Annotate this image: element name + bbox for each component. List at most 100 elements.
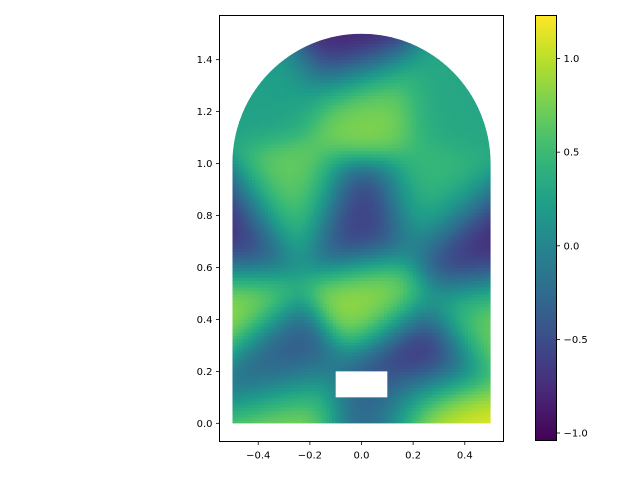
field-cell [245, 413, 250, 418]
field-cell [303, 222, 308, 226]
field-cell [271, 303, 275, 308]
field-cell [251, 127, 256, 132]
field-cell [290, 196, 295, 200]
field-cell [284, 75, 288, 80]
field-cell [322, 43, 327, 48]
field-cell [316, 124, 321, 129]
field-cell [264, 95, 269, 100]
field-cell [332, 238, 337, 243]
field-cell [232, 387, 237, 392]
field-cell [316, 277, 321, 282]
field-cell [235, 342, 240, 346]
field-cell [345, 95, 350, 100]
field-cell [261, 205, 266, 210]
field-cell [316, 325, 321, 330]
field-cell [264, 234, 269, 239]
field-cell [277, 416, 282, 421]
field-cell [238, 234, 243, 239]
field-cell [267, 218, 272, 223]
field-cell [264, 108, 269, 113]
field-cell [338, 293, 343, 298]
field-cell [238, 325, 243, 330]
field-cell [342, 173, 346, 178]
field-cell [248, 212, 253, 217]
field-cell [332, 62, 337, 67]
field-cell [248, 348, 253, 353]
field-cell [293, 273, 298, 278]
field-cell [309, 176, 314, 181]
field-cell [303, 108, 308, 113]
field-cell [290, 225, 295, 230]
field-cell [284, 59, 288, 64]
field-cell [261, 348, 266, 353]
field-cell [255, 374, 259, 379]
field-cell [335, 179, 340, 184]
field-cell [300, 296, 305, 301]
field-cell [264, 88, 269, 93]
field-cell [290, 105, 295, 109]
field-cell [342, 179, 346, 184]
field-cell [267, 325, 272, 330]
field-cell [322, 368, 327, 372]
field-cell [300, 222, 305, 226]
field-cell [284, 72, 288, 77]
field-cell [348, 358, 353, 363]
field-cell [267, 212, 272, 217]
field-cell [329, 264, 334, 269]
field-cell [238, 228, 243, 233]
field-cell [290, 144, 295, 148]
field-cell [242, 215, 246, 220]
field-cell [329, 53, 334, 58]
field-cell [316, 131, 321, 135]
field-cell [280, 342, 285, 346]
field-cell [342, 111, 346, 116]
field-cell [335, 222, 340, 226]
field-cell [335, 49, 340, 54]
field-cell [332, 257, 337, 262]
field-cell [284, 186, 288, 191]
field-cell [313, 316, 317, 321]
field-cell [329, 46, 334, 51]
field-cell [232, 241, 237, 246]
field-cell [296, 338, 301, 343]
field-cell [287, 403, 292, 408]
field-cell [261, 329, 266, 334]
field-cell [274, 377, 279, 382]
field-cell [300, 260, 305, 265]
field-cell [274, 69, 279, 74]
field-cell [306, 377, 311, 382]
field-cell [293, 199, 298, 204]
field-cell [303, 134, 308, 139]
field-cell [335, 46, 340, 51]
field-cell [238, 407, 243, 411]
field-cell [280, 108, 285, 113]
field-cell [238, 355, 243, 359]
field-cell [242, 244, 246, 249]
field-cell [319, 303, 324, 308]
field-cell [277, 209, 282, 213]
field-cell [235, 358, 240, 363]
field-cell [280, 183, 285, 187]
field-cell [261, 390, 266, 395]
field-cell [277, 66, 282, 70]
field-cell [303, 244, 308, 249]
field-cell [326, 150, 330, 155]
field-cell [258, 280, 263, 285]
field-cell [296, 222, 301, 226]
field-cell [245, 225, 250, 230]
field-cell [345, 397, 350, 402]
field-cell [267, 312, 272, 317]
field-cell [303, 95, 308, 100]
field-cell [348, 98, 353, 103]
field-cell [245, 316, 250, 321]
field-cell [348, 157, 353, 161]
field-cell [316, 43, 321, 48]
field-cell [345, 241, 350, 246]
field-cell [322, 53, 327, 58]
field-cell [280, 173, 285, 178]
field-cell [280, 131, 285, 135]
field-cell [261, 260, 266, 265]
field-cell [248, 209, 253, 213]
field-cell [293, 264, 298, 269]
field-cell [280, 309, 285, 314]
